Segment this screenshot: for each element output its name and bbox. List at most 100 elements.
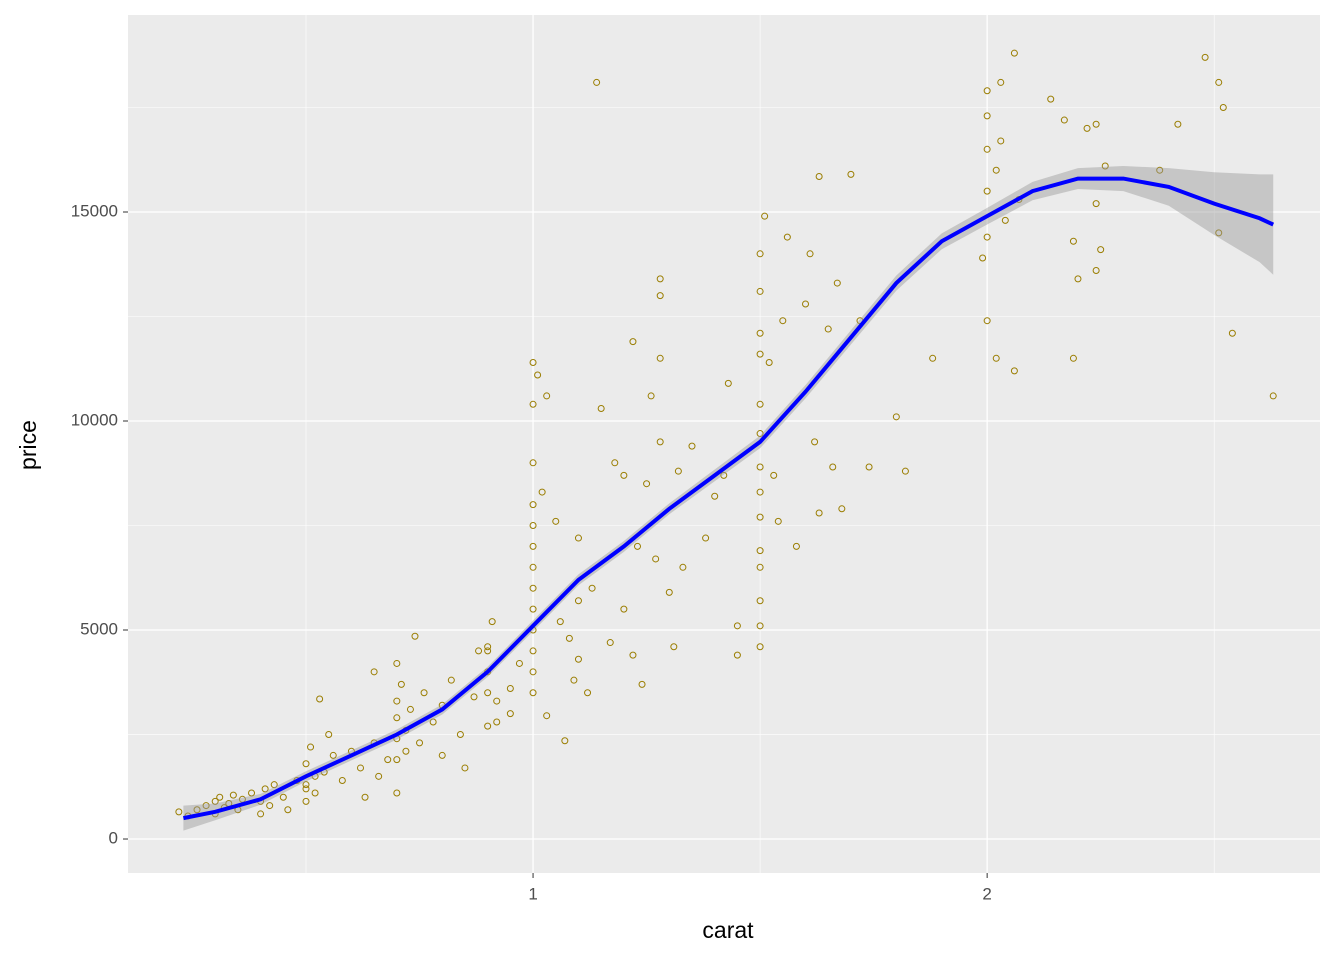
- point: [1083, 124, 1091, 132]
- point: [1069, 237, 1077, 245]
- point: [983, 187, 991, 195]
- point: [338, 776, 346, 784]
- point: [529, 358, 537, 366]
- point: [979, 254, 987, 262]
- y-tick-label: 5000: [80, 619, 118, 638]
- point: [506, 685, 514, 693]
- point: [393, 697, 401, 705]
- point: [1174, 120, 1182, 128]
- point: [529, 605, 537, 613]
- point: [470, 693, 478, 701]
- point: [461, 764, 469, 772]
- point: [406, 705, 414, 713]
- point: [724, 379, 732, 387]
- point: [543, 392, 551, 400]
- point: [1060, 116, 1068, 124]
- point: [997, 137, 1005, 145]
- point: [538, 488, 546, 496]
- point: [656, 292, 664, 300]
- point: [756, 488, 764, 496]
- point: [484, 689, 492, 697]
- point: [493, 697, 501, 705]
- point: [565, 634, 573, 642]
- point: [429, 718, 437, 726]
- point: [806, 250, 814, 258]
- point: [1092, 200, 1100, 208]
- point: [515, 659, 523, 667]
- point: [1215, 78, 1223, 86]
- point: [983, 317, 991, 325]
- point: [983, 87, 991, 95]
- point: [529, 668, 537, 676]
- point: [802, 300, 810, 308]
- point: [815, 509, 823, 517]
- point: [302, 797, 310, 805]
- point: [901, 467, 909, 475]
- point: [302, 781, 310, 789]
- x-tick-label: 2: [982, 884, 991, 903]
- point: [670, 643, 678, 651]
- point: [992, 166, 1000, 174]
- point: [506, 710, 514, 718]
- point: [1092, 267, 1100, 275]
- point: [756, 287, 764, 295]
- point: [665, 588, 673, 596]
- point: [688, 442, 696, 450]
- point: [574, 534, 582, 542]
- point: [257, 810, 265, 818]
- point: [702, 534, 710, 542]
- point: [1097, 246, 1105, 254]
- point: [397, 680, 405, 688]
- point: [311, 789, 319, 797]
- point: [529, 689, 537, 697]
- point: [756, 350, 764, 358]
- point: [456, 731, 464, 739]
- point: [1047, 95, 1055, 103]
- point: [584, 689, 592, 697]
- point: [633, 542, 641, 550]
- point: [792, 542, 800, 550]
- point: [774, 517, 782, 525]
- point: [1228, 329, 1236, 337]
- point: [597, 404, 605, 412]
- point: [838, 505, 846, 513]
- point: [384, 756, 392, 764]
- point: [261, 785, 269, 793]
- point: [674, 467, 682, 475]
- point: [829, 463, 837, 471]
- point: [1074, 275, 1082, 283]
- point: [375, 772, 383, 780]
- point: [484, 647, 492, 655]
- point: [656, 354, 664, 362]
- point: [302, 760, 310, 768]
- point: [770, 471, 778, 479]
- point: [284, 806, 292, 814]
- point: [629, 651, 637, 659]
- point: [202, 802, 210, 810]
- point: [534, 371, 542, 379]
- point: [420, 689, 428, 697]
- point: [647, 392, 655, 400]
- point: [656, 438, 664, 446]
- point: [1201, 53, 1209, 61]
- point: [756, 329, 764, 337]
- point: [1092, 120, 1100, 128]
- point: [756, 622, 764, 630]
- point: [815, 172, 823, 180]
- point: [543, 712, 551, 720]
- point: [983, 145, 991, 153]
- point: [488, 618, 496, 626]
- point: [529, 501, 537, 509]
- point: [865, 463, 873, 471]
- point: [570, 676, 578, 684]
- point: [229, 791, 237, 799]
- point: [1101, 162, 1109, 170]
- y-tick-label: 10000: [71, 410, 118, 429]
- point: [1269, 392, 1277, 400]
- point: [574, 597, 582, 605]
- point: [992, 354, 1000, 362]
- point: [529, 563, 537, 571]
- point: [493, 718, 501, 726]
- point: [765, 358, 773, 366]
